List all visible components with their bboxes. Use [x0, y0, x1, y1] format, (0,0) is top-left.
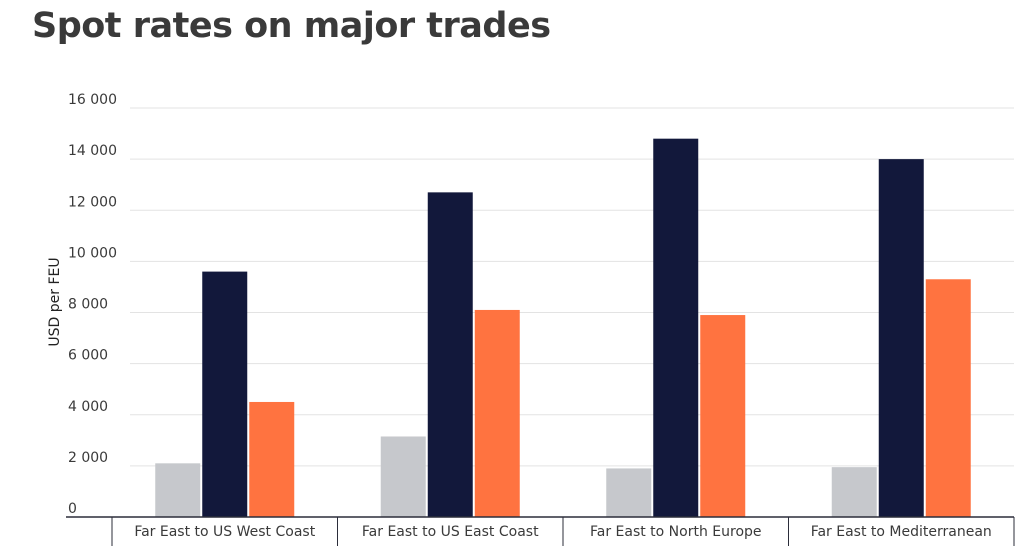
y-axis-label: USD per FEU	[47, 257, 63, 346]
bar	[653, 138, 699, 518]
bar	[427, 192, 473, 517]
y-tick-label: 16 000	[68, 92, 117, 108]
x-tick-label: Far East to North Europe	[590, 524, 762, 540]
y-tick-label: 10 000	[68, 245, 117, 261]
y-tick-label: 4 000	[68, 399, 108, 415]
y-tick-label: 2 000	[68, 450, 108, 466]
y-tick-label: 8 000	[68, 297, 108, 313]
x-tick-label: Far East to Mediterranean	[811, 524, 992, 540]
x-tick-label: Far East to US East Coast	[362, 524, 539, 540]
y-tick-label: 12 000	[68, 194, 117, 210]
x-tick-label: Far East to US West Coast	[134, 524, 315, 540]
bar	[249, 401, 295, 517]
y-tick-label: 14 000	[68, 143, 117, 159]
bar	[474, 309, 520, 517]
y-axis-ticks: 0 2 000 4 000 6 000 8 000 10 000 12 000 14 000 1…	[68, 92, 117, 517]
bar	[380, 436, 426, 517]
bar	[878, 159, 924, 517]
bar	[202, 271, 248, 517]
bar	[831, 467, 877, 517]
y-tick-label: 0	[68, 501, 77, 517]
y-tick-label: 6 000	[68, 348, 108, 364]
bar	[606, 468, 652, 517]
x-axis: Far East to US West Coast Far East to US …	[66, 516, 1015, 546]
bar	[155, 463, 201, 517]
bars	[155, 138, 971, 518]
chart-title: Spot rates on major trades	[32, 6, 551, 46]
bar	[925, 279, 971, 517]
bar	[700, 315, 746, 517]
